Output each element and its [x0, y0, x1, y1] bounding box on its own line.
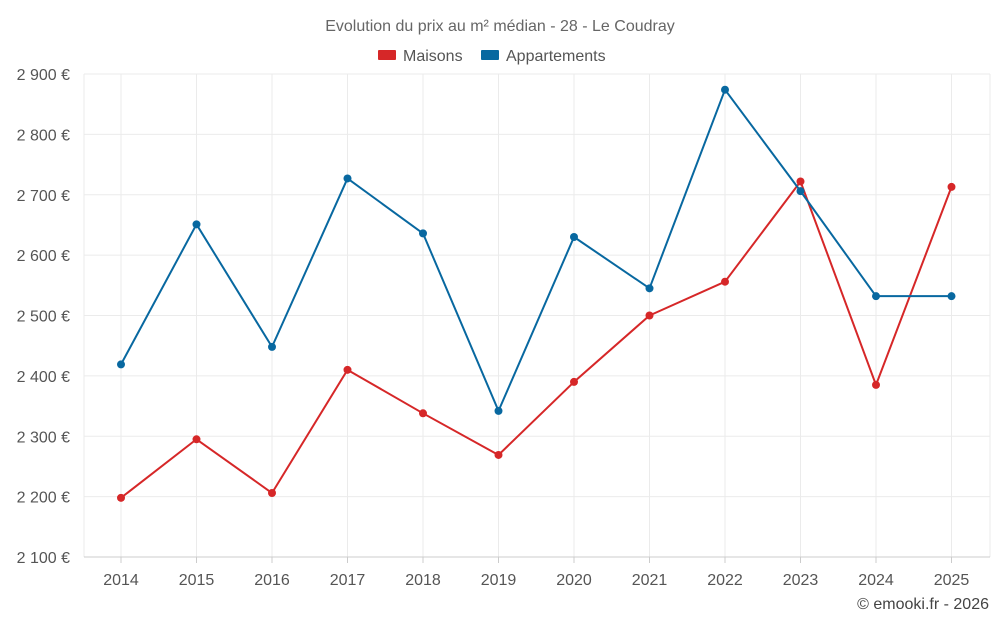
data-point-appartements[interactable] — [268, 342, 276, 351]
y-tick-label: 2 800 € — [17, 127, 70, 144]
series-line-maisons — [120, 180, 953, 499]
y-tick-label: 2 600 € — [17, 248, 70, 265]
x-tick-label: 2014 — [103, 572, 139, 589]
series — [117, 85, 956, 502]
data-point-appartements[interactable] — [872, 292, 880, 301]
x-tick-label: 2017 — [330, 572, 366, 589]
data-point-maisons[interactable] — [268, 489, 276, 498]
data-point-maisons[interactable] — [494, 450, 503, 459]
x-tick-label: 2019 — [481, 572, 517, 589]
legend-swatch-maisons — [378, 50, 396, 60]
y-tick-label: 2 300 € — [17, 429, 70, 446]
data-point-appartements[interactable] — [494, 406, 503, 415]
legend-label-appartements: Appartements — [506, 48, 606, 65]
x-tick-label: 2021 — [632, 572, 668, 589]
data-point-maisons[interactable] — [343, 365, 352, 374]
data-point-maisons[interactable] — [872, 380, 880, 389]
series-appartements — [117, 85, 956, 415]
y-tick-label: 2 200 € — [17, 490, 70, 507]
x-tick-label: 2022 — [707, 572, 743, 589]
data-point-appartements[interactable] — [419, 229, 427, 238]
legend-swatch-appartements — [481, 50, 499, 60]
data-point-appartements[interactable] — [192, 220, 201, 229]
data-point-maisons[interactable] — [947, 182, 956, 191]
data-point-appartements[interactable] — [645, 284, 654, 293]
data-point-appartements[interactable] — [117, 360, 125, 369]
axes: 2 100 € 2 200 € 2 300 € 2 400 € 2 500 € 2 600… — [17, 67, 990, 589]
series-maisons — [117, 177, 956, 502]
x-tick-label: 2016 — [254, 572, 290, 589]
legend-label-maisons: Maisons — [403, 48, 463, 65]
grid — [83, 73, 991, 557]
y-tick-label: 2 100 € — [17, 550, 70, 567]
legend-item-maisons[interactable]: Maisons — [378, 48, 463, 65]
series-line-appartements — [120, 88, 952, 412]
data-point-maisons[interactable] — [570, 377, 578, 386]
y-tick-label: 2 900 € — [17, 67, 70, 84]
x-tick-label: 2024 — [858, 572, 894, 589]
legend-item-appartements[interactable]: Appartements — [481, 48, 606, 65]
data-point-maisons[interactable] — [192, 435, 201, 444]
data-point-maisons[interactable] — [645, 311, 654, 320]
chart-title: Evolution du prix au m² médian - 28 - Le… — [325, 18, 675, 35]
data-point-maisons[interactable] — [419, 409, 427, 418]
data-point-maisons[interactable] — [796, 177, 805, 186]
x-tick-label: 2018 — [405, 572, 441, 589]
legend[interactable]: Maisons Appartements — [378, 48, 606, 65]
data-point-appartements[interactable] — [721, 85, 729, 94]
data-point-maisons[interactable] — [117, 493, 125, 502]
x-tick-label: 2020 — [556, 572, 592, 589]
y-tick-label: 2 500 € — [17, 309, 70, 326]
x-tick-label: 2023 — [783, 572, 819, 589]
data-point-maisons[interactable] — [721, 277, 729, 286]
data-point-appartements[interactable] — [343, 174, 352, 183]
y-tick-label: 2 700 € — [17, 188, 70, 205]
data-point-appartements[interactable] — [796, 187, 805, 196]
copyright-footer: © emooki.fr - 2026 — [857, 596, 989, 613]
y-tick-label: 2 400 € — [17, 369, 70, 386]
data-point-appartements[interactable] — [947, 292, 956, 301]
data-point-appartements[interactable] — [570, 233, 578, 242]
x-tick-label: 2025 — [934, 572, 970, 589]
x-tick-label: 2015 — [179, 572, 215, 589]
